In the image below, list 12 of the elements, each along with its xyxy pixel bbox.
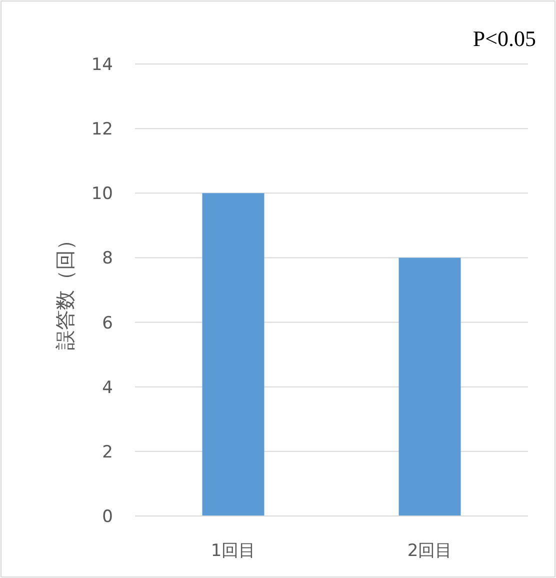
y-axis-title: 誤答数（回）	[53, 230, 77, 350]
text: P<0.05	[472, 26, 536, 51]
y-tick-label: 8	[102, 248, 113, 269]
y-tick-label: 0	[102, 507, 113, 527]
y-tick-label: 10	[91, 184, 113, 204]
y-tick-label: 6	[102, 313, 113, 334]
y-tick-label: 2	[102, 442, 113, 462]
y-tick-label: 12	[91, 120, 113, 140]
y-tick-label: 14	[91, 55, 113, 75]
x-tick-label: 1回目	[210, 541, 256, 561]
x-tick-label: 2回目	[407, 541, 452, 561]
y-tick-label: 4	[102, 378, 113, 398]
